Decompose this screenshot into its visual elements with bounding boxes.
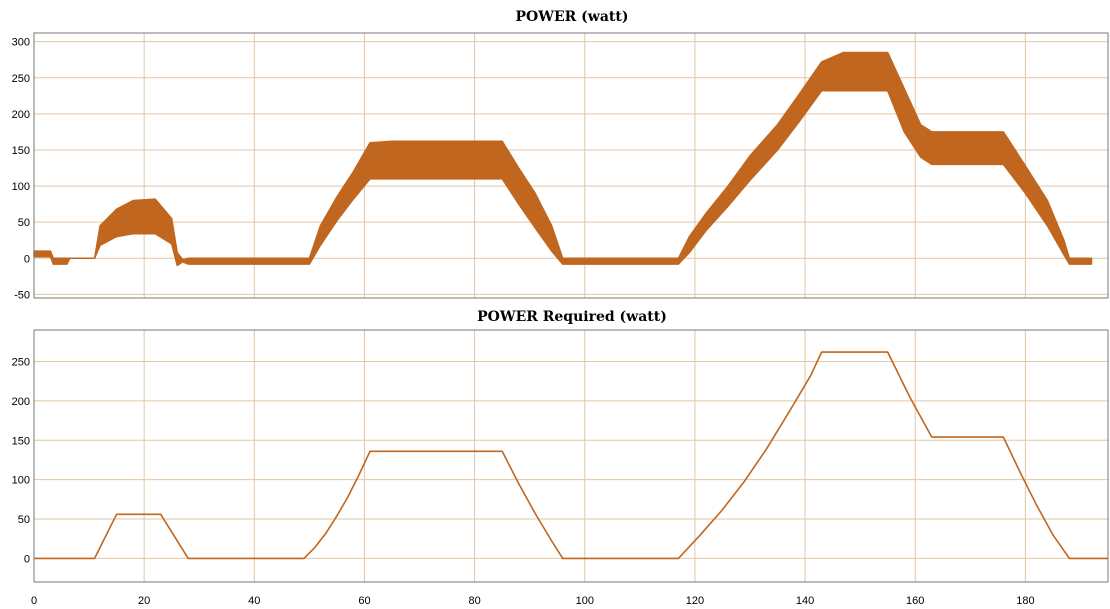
power-y-tick-label: -50	[14, 289, 30, 301]
x-tick-label: 180	[1016, 595, 1034, 607]
x-tick-labels: 0 20 40 60 80 100 120 140 160 180	[31, 595, 1035, 607]
x-tick-label: 120	[686, 595, 704, 607]
power-y-tick-label: 0	[24, 253, 30, 265]
x-tick-label: 140	[796, 595, 814, 607]
power-required-plot-frame	[33, 329, 1109, 583]
power-y-tick-labels: -50 0 50 100 150 200 250 300	[12, 37, 30, 302]
power-required-chart-title: POWER Required (watt)	[477, 309, 667, 325]
power-required-y-tick-label: 150	[12, 435, 30, 447]
power-required-grid	[34, 330, 1108, 582]
x-tick-label: 20	[138, 595, 150, 607]
power-required-series	[34, 351, 1108, 560]
x-tick-label: 40	[248, 595, 260, 607]
power-required-y-tick-label: 200	[12, 396, 30, 408]
power-y-tick-label: 100	[12, 181, 30, 193]
power-y-tick-label: 150	[12, 145, 30, 157]
power-series	[33, 51, 1093, 267]
power-required-y-tick-label: 100	[12, 475, 30, 487]
power-required-y-tick-label: 50	[18, 514, 30, 526]
x-tick-label: 100	[576, 595, 594, 607]
power-y-tick-label: 300	[12, 37, 30, 49]
power-y-tick-label: 250	[12, 73, 30, 85]
power-required-panel: POWER Required (watt) 0 50 100 150 200 250 0 2…	[12, 309, 1109, 607]
power-signal-band	[33, 51, 1093, 267]
x-tick-label: 160	[906, 595, 924, 607]
x-tick-label: 0	[31, 595, 37, 607]
power-required-y-tick-label: 0	[24, 553, 30, 565]
power-plot-frame	[33, 32, 1109, 299]
x-tick-label: 60	[358, 595, 370, 607]
power-required-y-tick-label: 250	[12, 357, 30, 369]
power-y-tick-label: 50	[18, 217, 30, 229]
power-required-line	[34, 351, 1108, 560]
power-y-tick-label: 200	[12, 109, 30, 121]
power-panel: POWER (watt) -50 0 50 100 150 200 250 300	[12, 9, 1109, 302]
power-chart-title: POWER (watt)	[516, 9, 629, 25]
x-tick-label: 80	[468, 595, 480, 607]
power-required-y-tick-labels: 0 50 100 150 200 250	[12, 357, 30, 566]
